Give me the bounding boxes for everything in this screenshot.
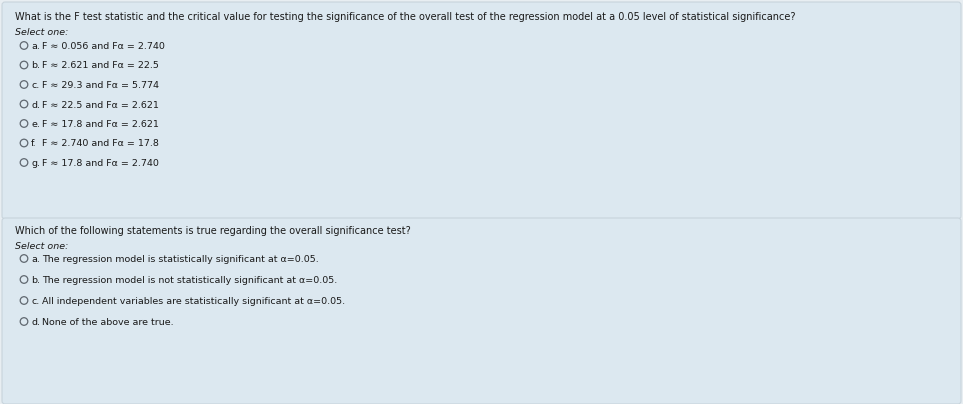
- Text: Which of the following statements is true regarding the overall significance tes: Which of the following statements is tru…: [15, 226, 411, 236]
- Text: Select one:: Select one:: [15, 28, 68, 37]
- Text: c.: c.: [31, 297, 39, 306]
- Text: F ≈ 22.5 and Fα = 2.621: F ≈ 22.5 and Fα = 2.621: [42, 101, 159, 109]
- FancyBboxPatch shape: [2, 218, 961, 404]
- Text: e.: e.: [31, 120, 39, 129]
- Text: a.: a.: [31, 42, 39, 51]
- Text: F ≈ 17.8 and Fα = 2.740: F ≈ 17.8 and Fα = 2.740: [42, 159, 159, 168]
- Text: d.: d.: [31, 318, 40, 327]
- Text: F ≈ 17.8 and Fα = 2.621: F ≈ 17.8 and Fα = 2.621: [42, 120, 159, 129]
- Text: All independent variables are statistically significant at α=0.05.: All independent variables are statistica…: [42, 297, 345, 306]
- Text: g.: g.: [31, 159, 40, 168]
- Text: c.: c.: [31, 81, 39, 90]
- Text: f.: f.: [31, 139, 37, 149]
- Text: The regression model is statistically significant at α=0.05.: The regression model is statistically si…: [42, 255, 319, 264]
- Text: F ≈ 2.621 and Fα = 22.5: F ≈ 2.621 and Fα = 22.5: [42, 61, 159, 71]
- Text: F ≈ 29.3 and Fα = 5.774: F ≈ 29.3 and Fα = 5.774: [42, 81, 159, 90]
- Text: b.: b.: [31, 276, 40, 285]
- Text: None of the above are true.: None of the above are true.: [42, 318, 173, 327]
- Text: d.: d.: [31, 101, 40, 109]
- Text: F ≈ 0.056 and Fα = 2.740: F ≈ 0.056 and Fα = 2.740: [42, 42, 165, 51]
- Text: b.: b.: [31, 61, 40, 71]
- Text: a.: a.: [31, 255, 39, 264]
- Text: What is the F test statistic and the critical value for testing the significance: What is the F test statistic and the cri…: [15, 12, 795, 22]
- Text: Select one:: Select one:: [15, 242, 68, 251]
- Text: F ≈ 2.740 and Fα = 17.8: F ≈ 2.740 and Fα = 17.8: [42, 139, 159, 149]
- Text: The regression model is not statistically significant at α=0.05.: The regression model is not statisticall…: [42, 276, 337, 285]
- FancyBboxPatch shape: [2, 2, 961, 219]
